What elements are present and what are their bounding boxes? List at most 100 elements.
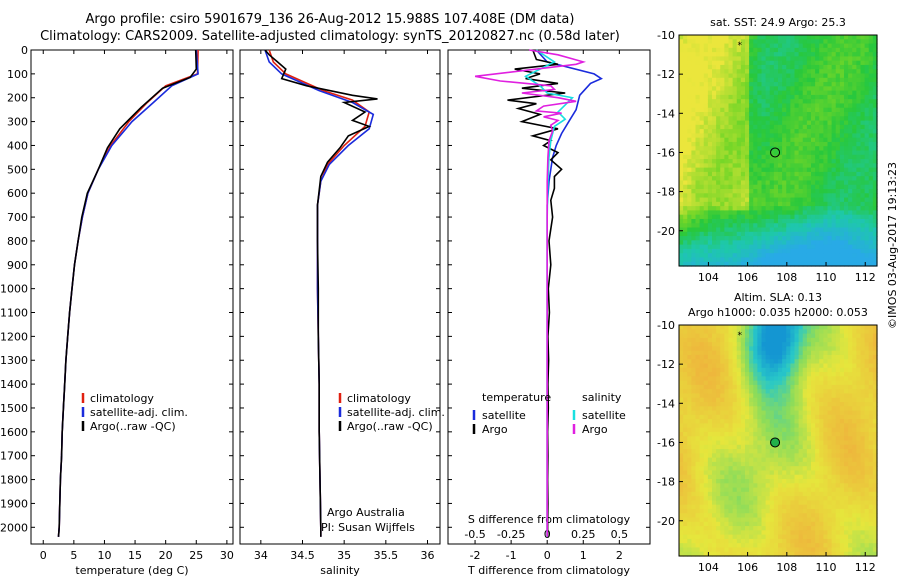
heatmap-cell xyxy=(815,453,820,459)
heatmap-cell xyxy=(823,197,829,203)
heatmap-cell xyxy=(835,380,841,386)
heatmap-cell xyxy=(823,504,829,510)
heatmap-cell xyxy=(786,253,791,259)
heatmap-cell xyxy=(848,240,853,246)
heatmap-cell xyxy=(786,171,791,177)
heatmap-cell xyxy=(761,367,767,373)
heatmap-cell xyxy=(769,453,775,459)
heatmap-cell xyxy=(769,534,775,540)
heatmap-cell xyxy=(835,236,841,241)
heatmap-cell xyxy=(691,120,697,126)
heatmap-cell xyxy=(703,367,709,373)
heatmap-cell xyxy=(852,56,857,62)
heatmap-cell xyxy=(819,513,824,519)
heatmap-cell xyxy=(802,508,808,514)
heatmap-cell xyxy=(716,189,721,194)
heatmap-cell xyxy=(782,427,787,433)
heatmap-cell xyxy=(687,248,692,254)
heatmap-cell xyxy=(856,64,862,70)
heatmap-cell xyxy=(757,197,763,203)
heatmap-cell xyxy=(736,261,742,267)
heatmap-cell xyxy=(790,393,796,399)
heatmap-cell xyxy=(687,231,692,237)
heatmap-cell xyxy=(773,223,779,229)
heatmap-cell xyxy=(794,180,800,186)
heatmap-cell xyxy=(864,167,870,173)
heatmap-cell xyxy=(716,146,721,152)
heatmap-cell xyxy=(695,474,701,480)
heatmap-cell xyxy=(819,325,824,330)
y-tick-label: 0 xyxy=(21,44,28,57)
heatmap-cell xyxy=(724,466,730,472)
heatmap-cell xyxy=(757,354,763,360)
heatmap-cell xyxy=(872,116,878,122)
heatmap-cell xyxy=(736,333,742,339)
heatmap-cell xyxy=(835,491,841,497)
heatmap-cell xyxy=(716,167,721,173)
heatmap-cell xyxy=(707,253,713,259)
heatmap-cell xyxy=(794,244,800,250)
heatmap-cell xyxy=(773,236,779,241)
heatmap-cell xyxy=(691,367,697,373)
heatmap-cell xyxy=(728,248,734,254)
heatmap-cell xyxy=(786,236,791,241)
heatmap-cell xyxy=(728,449,734,454)
heatmap-cell xyxy=(753,90,758,96)
heatmap-cell xyxy=(683,363,688,369)
heatmap-cell xyxy=(691,103,697,109)
heatmap-cell xyxy=(679,35,684,40)
heatmap-cell xyxy=(757,150,763,156)
heatmap-cell xyxy=(798,129,804,134)
heatmap-cell xyxy=(703,470,709,476)
heatmap-cell xyxy=(835,60,841,66)
heatmap-cell xyxy=(679,526,684,531)
heatmap-cell xyxy=(811,214,816,220)
heatmap-cell xyxy=(786,214,791,220)
heatmap-cell xyxy=(765,491,771,497)
heatmap-cell xyxy=(827,240,833,246)
heatmap-cell xyxy=(683,517,688,523)
heatmap-cell xyxy=(749,56,754,62)
heatmap-cell xyxy=(773,397,779,403)
heatmap-cell xyxy=(712,444,717,450)
heatmap-cell xyxy=(679,77,684,83)
heatmap-cell xyxy=(695,419,701,424)
heatmap-cell xyxy=(864,193,870,199)
heatmap-cell xyxy=(703,547,709,553)
heatmap-cell xyxy=(720,346,725,352)
heatmap-cell xyxy=(856,223,862,229)
heatmap-cell xyxy=(778,35,783,40)
heatmap-cell xyxy=(749,150,754,156)
heatmap-cell xyxy=(695,491,701,497)
heatmap-cell xyxy=(806,547,812,553)
heatmap-cell xyxy=(736,150,742,156)
heatmap-cell xyxy=(782,393,787,399)
heatmap-cell xyxy=(732,86,738,92)
heatmap-cell xyxy=(753,193,758,199)
heatmap-cell xyxy=(716,354,721,360)
x-tick-label: 0 xyxy=(544,549,551,562)
heatmap-cell xyxy=(720,440,725,446)
heatmap-cell xyxy=(790,449,796,454)
heatmap-cell xyxy=(679,410,684,416)
heatmap-cell xyxy=(736,56,742,62)
heatmap-cell xyxy=(703,133,709,139)
heatmap-cell xyxy=(819,346,824,352)
heatmap-cell xyxy=(864,116,870,122)
heatmap-cell xyxy=(835,124,841,130)
heatmap-cell xyxy=(794,380,800,386)
heatmap-cell xyxy=(860,150,866,156)
heatmap-cell xyxy=(806,534,812,540)
heatmap-cell xyxy=(691,133,697,139)
heatmap-cell xyxy=(806,487,812,493)
heatmap-cell xyxy=(753,43,758,49)
heatmap-cell xyxy=(740,547,746,553)
heatmap-cell xyxy=(823,479,829,484)
heatmap-cell xyxy=(831,346,837,352)
heatmap-cell xyxy=(699,184,705,190)
heatmap-cell xyxy=(786,201,791,207)
heatmap-cell xyxy=(864,236,870,241)
heatmap-cell xyxy=(699,197,705,203)
heatmap-cell xyxy=(687,99,692,105)
heatmap-cell xyxy=(761,56,767,62)
